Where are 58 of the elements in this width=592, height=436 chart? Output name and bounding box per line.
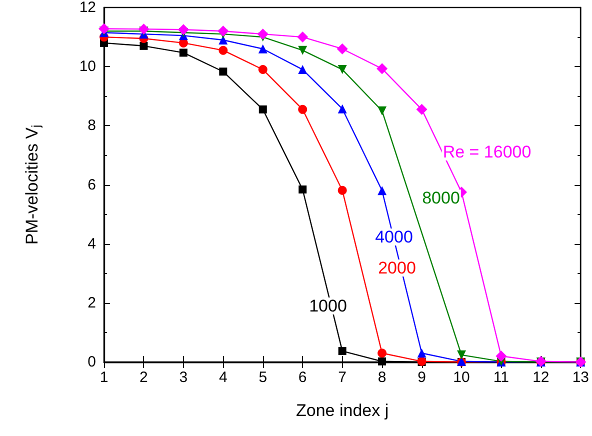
point: [338, 65, 347, 74]
point: [338, 347, 346, 356]
x-tick-label: 5: [258, 369, 268, 386]
point: [258, 44, 268, 54]
x-tick-label: 7: [338, 369, 346, 386]
x-tick-label: 9: [418, 369, 426, 386]
point: [219, 68, 228, 76]
point: [496, 350, 507, 362]
point: [140, 42, 148, 50]
point: [298, 104, 308, 114]
point: [178, 24, 189, 36]
y-tick-label: 0: [88, 354, 96, 370]
point: [378, 106, 387, 116]
x-tick-label: 2: [140, 369, 148, 386]
point: [258, 105, 267, 114]
point: [456, 350, 466, 360]
point: [376, 63, 388, 74]
series-label: 1000: [309, 296, 347, 316]
x-tick-label: 6: [298, 369, 307, 386]
series-label: 8000: [422, 188, 460, 208]
point: [378, 357, 386, 366]
x-tick-label: 13: [572, 369, 589, 386]
y-tick-label: 4: [88, 235, 96, 252]
point: [298, 185, 307, 194]
x-tick-label: 8: [378, 369, 386, 386]
y-axis-title: PM-velocities Vj: [22, 124, 43, 245]
x-tick-label: 12: [532, 369, 550, 386]
x-tick-label: 10: [453, 369, 470, 386]
point: [297, 32, 308, 43]
point: [257, 28, 268, 40]
point: [218, 26, 229, 37]
point: [179, 48, 188, 57]
point: [258, 65, 268, 74]
y-tick-label: 6: [88, 176, 96, 194]
point: [417, 348, 426, 358]
x-tick-label: 4: [218, 369, 228, 386]
series-label: Re = 16000: [442, 142, 532, 162]
point: [338, 104, 347, 114]
point: [298, 46, 308, 55]
point: [378, 348, 387, 358]
point: [138, 24, 150, 35]
y-tick-label: 8: [88, 117, 96, 134]
x-tick-label: 3: [179, 369, 188, 386]
point: [416, 104, 428, 115]
x-tick-label: 11: [493, 369, 510, 386]
y-tick-label: 10: [79, 58, 96, 76]
point: [336, 43, 348, 54]
point: [338, 186, 347, 195]
series-label: 4000: [375, 228, 413, 246]
y-tick-label: 2: [88, 294, 96, 312]
y-tick-label: 12: [79, 0, 96, 16]
x-axis-title: Zone index j: [296, 401, 389, 420]
point: [298, 65, 308, 74]
point: [378, 186, 387, 196]
point: [218, 46, 228, 55]
series-label: 2000: [378, 258, 416, 278]
x-tick-label: 1: [100, 369, 108, 386]
point: [98, 23, 110, 34]
